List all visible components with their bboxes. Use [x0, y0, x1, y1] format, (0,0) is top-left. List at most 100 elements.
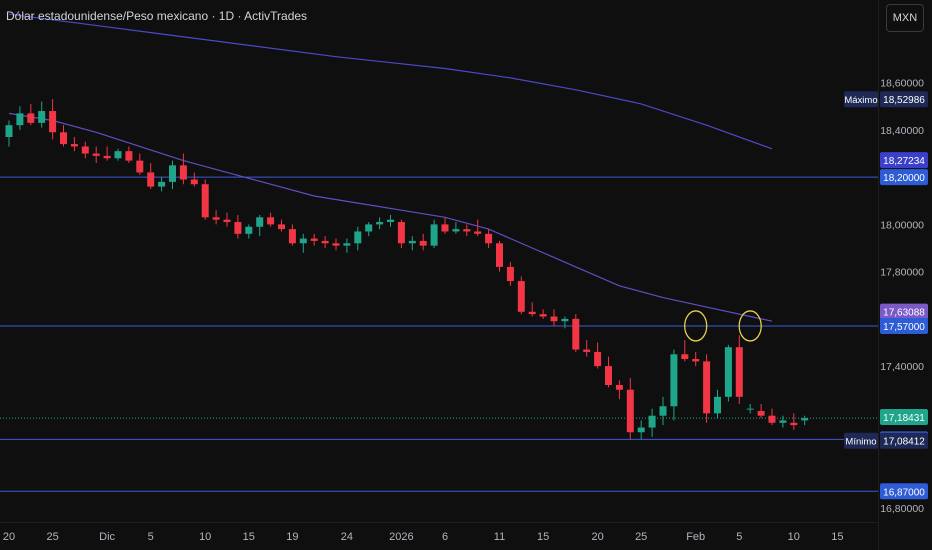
candle	[223, 212, 231, 227]
candle-body	[223, 219, 231, 223]
price-label-min: 17,08412 Mínimo	[844, 432, 928, 449]
candle	[16, 106, 24, 130]
candle	[768, 408, 776, 426]
candle	[310, 233, 318, 246]
candle	[615, 380, 623, 400]
candle	[517, 276, 525, 315]
price-label-hline: 18,20000	[880, 169, 928, 186]
candle-body	[637, 427, 645, 433]
currency-button[interactable]: MXN	[886, 4, 924, 32]
x-tick-label: 6	[442, 531, 448, 543]
x-tick-label: 15	[537, 531, 549, 543]
candle	[692, 351, 700, 367]
candle	[397, 219, 405, 249]
candle	[463, 224, 471, 237]
candle-body	[474, 231, 482, 234]
candle	[790, 413, 798, 430]
candle-body	[288, 229, 296, 244]
candle-body	[299, 238, 307, 244]
x-tick-label: 5	[148, 531, 154, 543]
highlight-circles	[684, 310, 762, 342]
candle-body	[648, 415, 656, 428]
candle	[681, 340, 689, 362]
candle-body	[267, 217, 275, 225]
candle-body	[278, 224, 285, 230]
price-label-text: 17,18431	[883, 413, 925, 424]
candle	[103, 146, 111, 161]
candle	[332, 238, 340, 251]
time-axis-separator	[0, 522, 878, 523]
candle-body	[49, 111, 57, 133]
price-label-text: 16,87000	[883, 487, 925, 498]
x-tick-label: 24	[341, 531, 353, 543]
candle	[114, 148, 122, 161]
candle-body	[528, 311, 536, 315]
candle-body	[27, 113, 35, 123]
candle	[147, 162, 155, 189]
candle-body	[212, 217, 220, 220]
candle	[550, 309, 558, 326]
y-tick-label: 16,80000	[880, 503, 924, 515]
candle-body	[321, 240, 329, 244]
price-label-text: 17,63088	[883, 308, 925, 319]
price-label-ma_fast: 17,63088	[880, 303, 928, 320]
candle-body	[5, 125, 13, 137]
price-label-text: 18,20000	[883, 173, 925, 184]
candle	[38, 101, 46, 128]
chart-title: Dólar estadounidense/Peso mexicano · 1D …	[6, 9, 308, 23]
price-label-hline: 17,57000	[880, 317, 928, 334]
candle-body	[343, 243, 351, 246]
price-label-box	[880, 409, 928, 426]
price-axis-separator	[878, 0, 879, 550]
candle-body	[615, 385, 623, 390]
price-label-last: 17,18431	[880, 409, 928, 426]
x-tick-label: Feb	[686, 531, 705, 543]
candle	[419, 233, 427, 251]
candle	[659, 396, 667, 426]
candles	[5, 99, 809, 440]
x-tick-label: 11	[494, 531, 505, 543]
y-tick-label: 17,80000	[880, 267, 924, 279]
candle	[572, 314, 580, 352]
candle	[648, 408, 656, 437]
candle-body	[506, 266, 514, 282]
candle-body	[496, 243, 503, 267]
candle	[779, 415, 787, 428]
candle	[125, 146, 133, 163]
candle-body	[452, 229, 460, 232]
candle-body	[517, 281, 525, 312]
price-label-text: 18,27234	[883, 156, 925, 167]
price-label-box	[880, 152, 928, 169]
price-label-text: 17,08412	[883, 437, 925, 448]
candle-body	[179, 165, 187, 180]
candle-body	[659, 406, 667, 416]
candle-body	[419, 240, 427, 246]
candle-body	[790, 422, 798, 426]
candle-body	[190, 179, 198, 185]
candle-body	[147, 172, 155, 187]
candle-body	[605, 366, 612, 386]
y-tick-label: 18,40000	[880, 125, 924, 137]
x-tick-label: 20	[3, 531, 15, 543]
candle-body	[626, 389, 634, 433]
moving-averages	[8, 13, 773, 322]
x-tick-label: 5	[736, 531, 742, 543]
candle	[703, 354, 711, 423]
candle	[299, 233, 307, 253]
candle-body	[60, 132, 67, 145]
candle	[626, 377, 634, 440]
x-tick-label: 15	[831, 531, 843, 543]
candle-body	[692, 359, 700, 362]
candle	[496, 240, 503, 272]
candle	[485, 229, 493, 249]
candle	[441, 217, 449, 234]
candle-body	[746, 408, 754, 410]
candle	[321, 236, 329, 249]
candle	[169, 160, 176, 189]
price-label-ma_slow: 18,27234	[880, 152, 928, 169]
candle	[267, 212, 275, 227]
candle-body	[768, 415, 776, 423]
candle-body	[16, 113, 24, 126]
candle-body	[408, 240, 416, 244]
